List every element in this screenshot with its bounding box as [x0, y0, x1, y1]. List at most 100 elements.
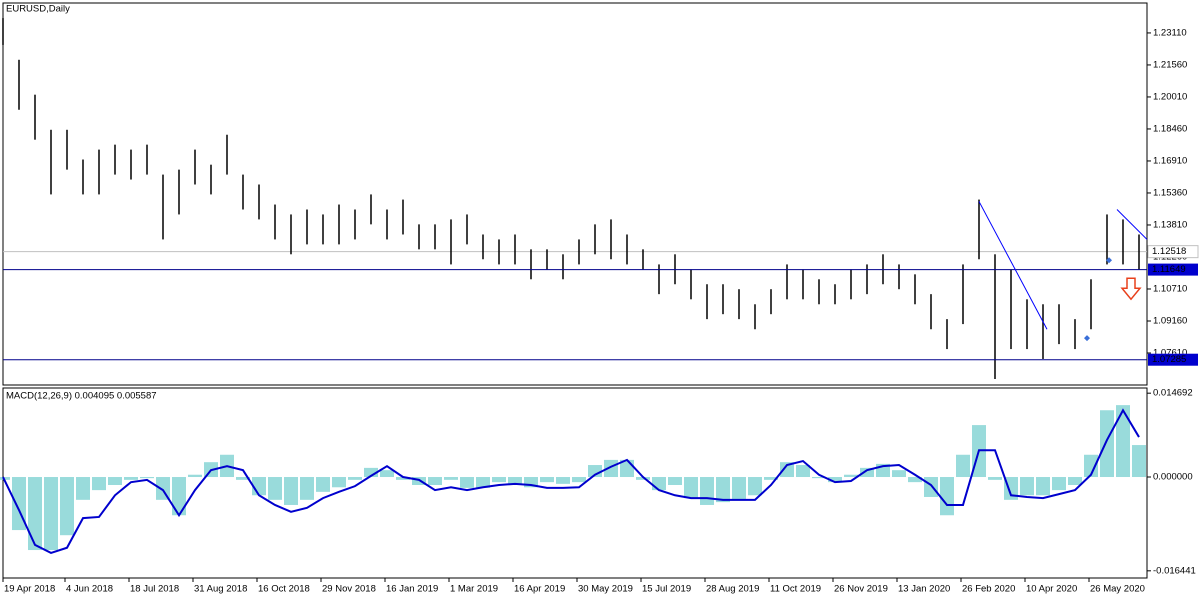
macd-histogram	[364, 467, 378, 478]
macd-histogram	[44, 477, 58, 551]
macd-histogram	[268, 477, 282, 500]
macd-histogram	[300, 477, 314, 500]
current-price-tag	[1147, 245, 1199, 259]
signal-line	[2, 408, 1140, 554]
macd-histogram	[540, 477, 554, 483]
x-tick-label: 26 May 2020	[1090, 584, 1145, 595]
macd-histogram	[428, 477, 442, 485]
x-tick-label: 10 Apr 2020	[1026, 584, 1077, 595]
macd-histogram	[652, 477, 666, 491]
macd-histogram	[172, 477, 186, 516]
macd-pane	[2, 387, 1148, 579]
level-label: 1.11649	[1152, 264, 1186, 275]
macd-histogram	[92, 477, 106, 491]
x-tick-label: 31 Aug 2018	[194, 584, 247, 595]
macd-histogram	[908, 477, 922, 483]
macd-histogram	[1052, 477, 1066, 491]
y-tick-label: 1.10710	[1153, 283, 1187, 294]
macd-histogram	[508, 477, 522, 485]
x-tick-label: 16 Oct 2018	[258, 584, 310, 595]
macd-histogram	[812, 477, 826, 479]
x-tick-label: 19 Apr 2018	[4, 584, 55, 595]
trend-line	[978, 201, 1048, 330]
macd-histogram	[780, 462, 794, 478]
y-tick-label: 1.23110	[1153, 27, 1187, 38]
macd-histogram	[236, 477, 250, 480]
macd-histogram	[28, 477, 42, 551]
macd-histogram	[0, 477, 10, 480]
macd-histogram	[1116, 405, 1130, 478]
macd-histogram	[572, 477, 586, 483]
x-tick-label: 4 Jun 2018	[66, 584, 113, 595]
y-tick-label: 0.000000	[1153, 472, 1193, 483]
macd-histogram	[716, 477, 730, 503]
x-tick-label: 26 Feb 2020	[962, 584, 1015, 595]
macd-histogram	[1036, 477, 1050, 496]
y-tick-label: 0.014692	[1153, 388, 1193, 399]
macd-histogram	[444, 477, 458, 480]
x-tick-label: 16 Jan 2019	[386, 584, 438, 595]
macd-histogram	[380, 470, 394, 478]
y-tick-label: -0.016441	[1153, 565, 1196, 576]
macd-histogram	[860, 467, 874, 478]
macd-histogram	[828, 477, 842, 483]
macd-histogram	[588, 465, 602, 478]
macd-histogram	[316, 477, 330, 492]
indicator-title: MACD(12,26,9) 0.004095 0.005587	[6, 391, 157, 402]
macd-histogram	[348, 477, 362, 480]
macd-histogram	[956, 454, 970, 478]
x-tick-label: 13 Jan 2020	[898, 584, 950, 595]
trend-line	[1116, 209, 1148, 240]
macd-histogram	[1100, 410, 1114, 478]
x-tick-label: 18 Jul 2018	[130, 584, 179, 595]
macd-histogram	[924, 477, 938, 497]
macd-histogram	[492, 477, 506, 483]
macd-histogram	[396, 477, 410, 480]
macd-histogram	[476, 477, 490, 488]
y-tick-label: 1.20010	[1153, 91, 1187, 102]
macd-histogram	[988, 477, 1002, 480]
macd-histogram	[668, 477, 682, 485]
signal-marker	[1106, 257, 1112, 264]
macd-histogram	[140, 477, 154, 479]
x-tick-label: 29 Nov 2018	[322, 584, 376, 595]
x-tick-label: 30 May 2019	[578, 584, 633, 595]
x-tick-label: 26 Nov 2019	[834, 584, 888, 595]
macd-histogram	[124, 477, 138, 480]
macd-histogram	[460, 477, 474, 488]
sell-arrow	[1120, 277, 1142, 301]
macd-histogram	[1020, 477, 1034, 496]
x-tick-label: 1 Mar 2019	[450, 584, 498, 595]
macd-histogram	[636, 477, 650, 480]
macd-histogram	[684, 477, 698, 499]
macd-histogram	[732, 477, 746, 500]
macd-histogram	[892, 470, 906, 478]
macd-histogram	[188, 474, 202, 478]
level-tag	[1148, 263, 1198, 276]
macd-histogram	[556, 477, 570, 484]
macd-histogram	[1084, 454, 1098, 478]
x-tick-label: 11 Oct 2019	[770, 584, 821, 595]
y-tick-label: 1.15360	[1153, 187, 1187, 198]
macd-histogram	[844, 474, 858, 478]
level-tag	[1148, 353, 1198, 366]
macd-histogram	[764, 477, 778, 480]
macd-histogram	[700, 477, 714, 505]
macd-histogram	[332, 477, 346, 488]
macd-histogram	[1068, 477, 1082, 485]
y-tick-label: 1.16910	[1153, 155, 1187, 166]
macd-histogram	[284, 477, 298, 505]
current-price-label: 1.12518	[1152, 246, 1186, 257]
chart-title: EURUSD,Daily	[6, 4, 70, 15]
y-tick-label: 1.18460	[1153, 123, 1187, 134]
macd-histogram	[940, 477, 954, 516]
macd-histogram	[1132, 445, 1146, 478]
y-tick-label: 1.07610	[1153, 348, 1187, 359]
macd-histogram	[76, 477, 90, 500]
y-tick-label: 1.09160	[1153, 316, 1187, 327]
macd-histogram	[796, 465, 810, 478]
x-tick-label: 28 Aug 2019	[706, 584, 759, 595]
level-label: 1.07285	[1152, 354, 1186, 365]
y-tick-label: 1.21560	[1153, 59, 1187, 70]
